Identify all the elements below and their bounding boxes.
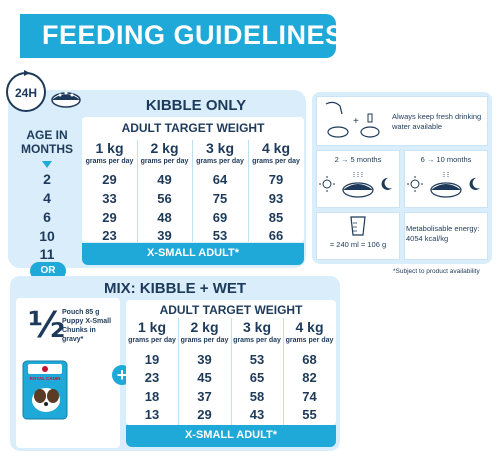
table-cell: 64	[212, 172, 228, 187]
badge-label: 24H	[15, 86, 37, 100]
table-cell: 58	[249, 389, 265, 404]
table-cell: 23	[144, 370, 160, 385]
table-cell: 48	[157, 210, 172, 225]
table-cell: 23	[102, 228, 117, 243]
table-cell: 56	[157, 191, 172, 206]
age-row: 4	[43, 190, 51, 206]
pouch-brand: ROYAL CANIN	[30, 376, 61, 381]
table-cell: 39	[197, 352, 212, 367]
kibble-footer-bar	[82, 243, 304, 265]
table-cell: 37	[197, 389, 212, 404]
half-fraction: ½	[28, 305, 66, 346]
svg-text:+: +	[353, 116, 359, 127]
weight-header: 4 kg	[295, 319, 324, 335]
weight-header: 1 kg	[137, 319, 166, 335]
table-cell: 29	[197, 407, 212, 422]
energy-text: Metabolisable energy: 4054 kcal/kg	[406, 224, 480, 243]
table-cell: 39	[157, 228, 172, 243]
measuring-cup-icon	[350, 216, 366, 236]
water-box	[316, 96, 488, 146]
unit-label: grams per day	[128, 337, 176, 344]
day-night-bowl-icon	[407, 172, 480, 198]
table-cell: 82	[302, 370, 317, 385]
table-cell: 93	[268, 191, 284, 206]
table-cell: 18	[144, 389, 160, 404]
water-text: Always keep fresh drinking water availab…	[392, 112, 482, 131]
table-cell: 74	[302, 389, 317, 404]
mix-subtitle: ADULT TARGET WEIGHT	[159, 303, 303, 317]
age-row: 2	[43, 171, 51, 187]
kibble-table	[82, 117, 304, 242]
age-label-line1: AGE IN	[26, 128, 68, 142]
weight-header: 3 kg	[205, 140, 234, 156]
table-cell: 53	[212, 228, 228, 243]
table-cell: 55	[302, 407, 317, 422]
unit-label: grams per day	[85, 158, 134, 165]
weight-header: 1 kg	[95, 140, 124, 156]
table-cell: 65	[249, 370, 265, 385]
day-night-bowl-icon	[319, 172, 392, 198]
mix-footer-label: X-SMALL ADULT*	[184, 429, 278, 441]
table-cell: 19	[144, 352, 160, 367]
kibble-subtitle: ADULT TARGET WEIGHT	[121, 121, 265, 135]
energy-box	[404, 212, 488, 260]
footnote: *Subject to product availability	[393, 268, 480, 275]
cup-box	[316, 212, 400, 260]
unit-label: grams per day	[196, 158, 244, 165]
mix-title: MIX: KIBBLE + WET	[103, 280, 247, 297]
unit-label: grams per day	[252, 158, 300, 165]
weight-header: 3 kg	[242, 319, 271, 335]
table-cell: 43	[249, 407, 265, 422]
table-cell: 45	[197, 370, 212, 385]
table-cell: 49	[157, 172, 172, 187]
table-cell: 79	[268, 172, 284, 187]
table-cell: 53	[249, 352, 265, 367]
cup-text: = 240 ml = 106 g	[329, 240, 387, 249]
unit-label: grams per day	[140, 158, 189, 165]
kibble-title: KIBBLE ONLY	[145, 97, 247, 114]
title-bar	[20, 14, 336, 58]
table-cell: 29	[102, 210, 117, 225]
mix-footer-bar	[126, 425, 336, 447]
triangle-down-icon	[42, 161, 52, 168]
age-row: 10	[39, 228, 55, 244]
meals-label-1: 2 → 5 months	[334, 155, 382, 164]
weight-header: 2 kg	[190, 319, 219, 335]
table-cell: 66	[268, 228, 284, 243]
age-header: AGE IN MONTHS	[14, 128, 80, 174]
table-cell: 69	[212, 210, 228, 225]
pouch-image-icon: ROYAL CANIN	[22, 360, 68, 420]
table-cell: 75	[212, 191, 228, 206]
table-cell: 68	[302, 352, 317, 367]
meals-label-2: 6 → 10 months	[420, 155, 472, 164]
page-title: FEEDING GUIDELINES	[42, 20, 344, 50]
weight-header: 2 kg	[150, 140, 179, 156]
age-row: 11	[39, 246, 55, 262]
table-cell: 33	[102, 191, 117, 206]
pouch-description: Pouch 85 g Puppy X-Small Chunks in gravy…	[62, 309, 112, 343]
table-cell: 13	[144, 407, 160, 422]
weight-header: 4 kg	[261, 140, 290, 156]
age-row: 6	[43, 209, 51, 225]
unit-label: grams per day	[233, 337, 281, 344]
or-badge: OR	[30, 262, 66, 280]
clock-bowl-icon: 24H	[6, 70, 81, 112]
table-cell: 85	[268, 210, 284, 225]
water-bowl-icon: +	[325, 101, 380, 138]
kibble-footer-label: X-SMALL ADULT*	[146, 247, 240, 259]
age-label-line2: MONTHS	[21, 142, 73, 156]
unit-label: grams per day	[285, 337, 334, 344]
table-cell: 29	[102, 172, 117, 187]
unit-label: grams per day	[180, 337, 229, 344]
